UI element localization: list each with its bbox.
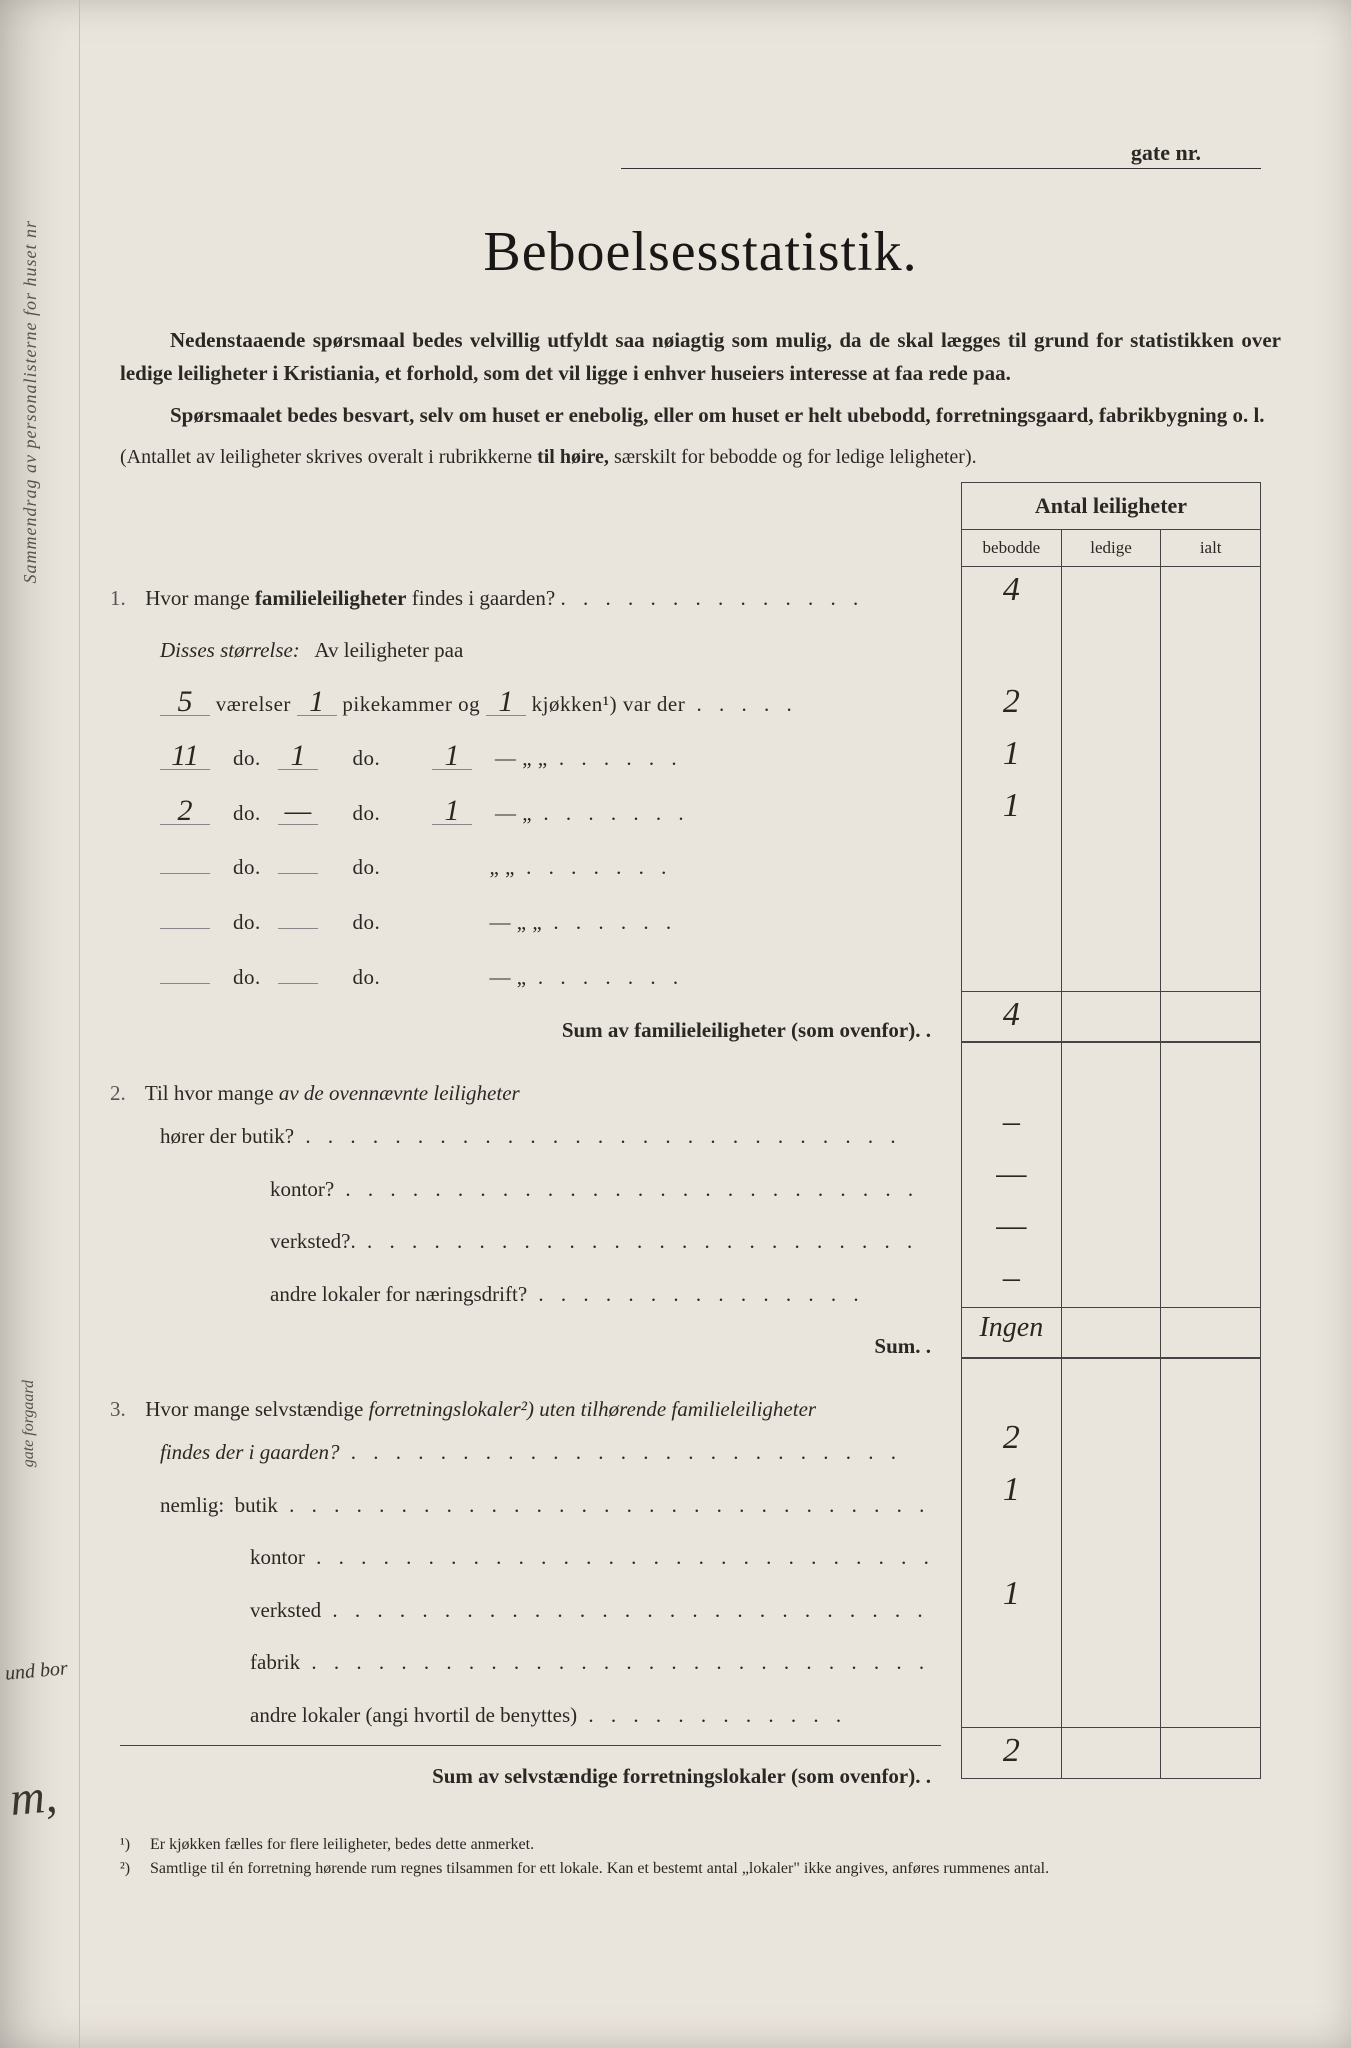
scanned-page: Sammendrag av personalisterne for huset …: [0, 0, 1351, 2048]
margin-handwriting-1: und bor: [4, 1657, 69, 1685]
margin-vertical-text-2: gate forgaard: [20, 1380, 38, 1467]
gate-number-line: gate nr.: [621, 140, 1261, 169]
intro-paragraph-1: Nedenstaaende spørsmaal bedes velvillig …: [120, 324, 1281, 389]
q1-sum-label: Sum av familieleiligheter (som ovenfor).…: [120, 1004, 941, 1057]
q3-fabrik-cnt: [962, 1623, 1062, 1675]
count-table-subhead: bebodde ledige ialt: [961, 529, 1261, 567]
gate-label: gate nr.: [1131, 140, 1261, 165]
q1-r1-cnt: 2: [962, 679, 1062, 731]
q2-butik-cnt: –: [962, 1099, 1062, 1151]
q1-disses: Disses størrelse: Av leiligheter paa: [120, 624, 941, 677]
intro-paragraph-3: (Antallet av leiligheter skrives overalt…: [120, 442, 1281, 472]
q2-butik: hører der butik? . . . . . . . . . . . .…: [120, 1110, 941, 1163]
q2-sum-label: Sum. .: [120, 1320, 941, 1373]
q2-line1: 2. Til hvor mange av de ovennævnte leili…: [120, 1077, 941, 1111]
q1-room-row-3: 2 do. — do. 1 — „ . . . . . . .: [120, 786, 941, 841]
q3-line1: 3. Hvor mange selvstændige forretningslo…: [120, 1393, 941, 1427]
q2-andre-cnt: –: [962, 1255, 1062, 1307]
intro-p1-text: Nedenstaaende spørsmaal bedes velvillig …: [120, 328, 1281, 385]
q1-room-row-4: do. do. „ „ . . . . . . .: [120, 840, 941, 895]
q3-kontor: kontor . . . . . . . . . . . . . . . . .…: [120, 1531, 941, 1584]
q1-room-row-2: 11 do. 1 do. 1 — „ „ . . . . . .: [120, 731, 941, 786]
intro-p3-open: (Antallet av leiligheter skrives overalt…: [120, 446, 537, 468]
footnotes: ¹) Er kjøkken fælles for flere leilighet…: [100, 1833, 1301, 1881]
q3-line2: findes der i gaarden? . . . . . . . . . …: [120, 1426, 941, 1479]
q2-andre: andre lokaler for næringsdrift? . . . . …: [120, 1268, 941, 1321]
q1-top-bebodde: 4: [962, 567, 1062, 623]
q3-verksted: verksted . . . . . . . . . . . . . . . .…: [120, 1584, 941, 1637]
q1-top-ledige: [1062, 567, 1162, 623]
q3-num: 3.: [110, 1393, 140, 1427]
q3-kontor-cnt: [962, 1519, 1062, 1571]
q3-andre-cnt: [962, 1675, 1062, 1727]
q1-line: 1. Hvor mange familieleiligheter findes …: [120, 572, 941, 625]
q1-sum-cnt: 4: [962, 992, 1062, 1041]
left-margin: Sammendrag av personalisterne for huset …: [0, 0, 80, 2048]
count-grid: 4 2 1 1 4 – — — – Ingen: [961, 567, 1261, 1779]
q3-butik: nemlig: butik . . . . . . . . . . . . . …: [120, 1479, 941, 1532]
q3-sum-label: Sum av selvstændige forretningslokaler (…: [120, 1750, 941, 1803]
q3-verksted-cnt: 1: [962, 1571, 1062, 1623]
q3-butik-cnt: 1: [962, 1467, 1062, 1519]
q1-r6-cnt: [962, 939, 1062, 991]
count-table: Antal leiligheter bebodde ledige ialt 4 …: [961, 482, 1261, 1779]
footnote-2: ²) Samtlige til én forretning hørende ru…: [120, 1857, 1301, 1881]
margin-vertical-text: Sammendrag av personalisterne for huset …: [20, 220, 41, 583]
main-content: Antal leiligheter bebodde ledige ialt 4 …: [100, 502, 1301, 1881]
q1-room-row-5: do. do. — „ „ . . . . . .: [120, 895, 941, 950]
q2-verksted-cnt: —: [962, 1203, 1062, 1255]
q1-r4-cnt: [962, 835, 1062, 887]
q3-andre: andre lokaler (angi hvortil de benyttes)…: [120, 1689, 941, 1742]
col-ialt: ialt: [1161, 530, 1260, 566]
footnote-1: ¹) Er kjøkken fælles for flere leilighet…: [120, 1833, 1301, 1857]
intro-paragraph-2: Spørsmaalet bedes besvart, selv om huset…: [120, 399, 1281, 432]
q2-sum-cnt: Ingen: [962, 1308, 1062, 1357]
document-title: Beboelsesstatistik.: [100, 220, 1301, 284]
q2-kontor-cnt: —: [962, 1151, 1062, 1203]
questions-body: 1. Hvor mange familieleiligheter findes …: [100, 502, 941, 1803]
page-content: gate nr. Beboelsesstatistik. Nedenstaaen…: [100, 50, 1301, 1998]
intro-p2-text: Spørsmaalet bedes besvart, selv om huset…: [170, 403, 1265, 427]
col-ledige: ledige: [1062, 530, 1162, 566]
q1-r5-cnt: [962, 887, 1062, 939]
col-bebodde: bebodde: [962, 530, 1062, 566]
q1-room-row-6: do. do. — „ . . . . . . .: [120, 950, 941, 1005]
margin-handwriting-2: m,: [8, 1768, 59, 1827]
q2-num: 2.: [110, 1077, 140, 1111]
count-table-title: Antal leiligheter: [961, 482, 1261, 529]
intro-p3-bold: til høire,: [537, 446, 609, 468]
q1-r3-cnt: 1: [962, 783, 1062, 835]
q3-fabrik: fabrik . . . . . . . . . . . . . . . . .…: [120, 1636, 941, 1689]
q3-top-cnt: 2: [962, 1415, 1062, 1467]
q1-top-ialt: [1161, 567, 1260, 623]
q1-room-row-1: 5 værelser 1 pikekammer og 1 kjøkken¹) v…: [120, 677, 941, 732]
q1-num: 1.: [110, 572, 140, 625]
q2-kontor: kontor? . . . . . . . . . . . . . . . . …: [120, 1163, 941, 1216]
intro-p3-close: særskilt for bebodde og for ledige lelig…: [609, 446, 977, 468]
q1-r2-cnt: 1: [962, 731, 1062, 783]
q3-sum-cnt: 2: [962, 1728, 1062, 1778]
q2-verksted: verksted?. . . . . . . . . . . . . . . .…: [120, 1215, 941, 1268]
q3-divider: [120, 1745, 941, 1746]
